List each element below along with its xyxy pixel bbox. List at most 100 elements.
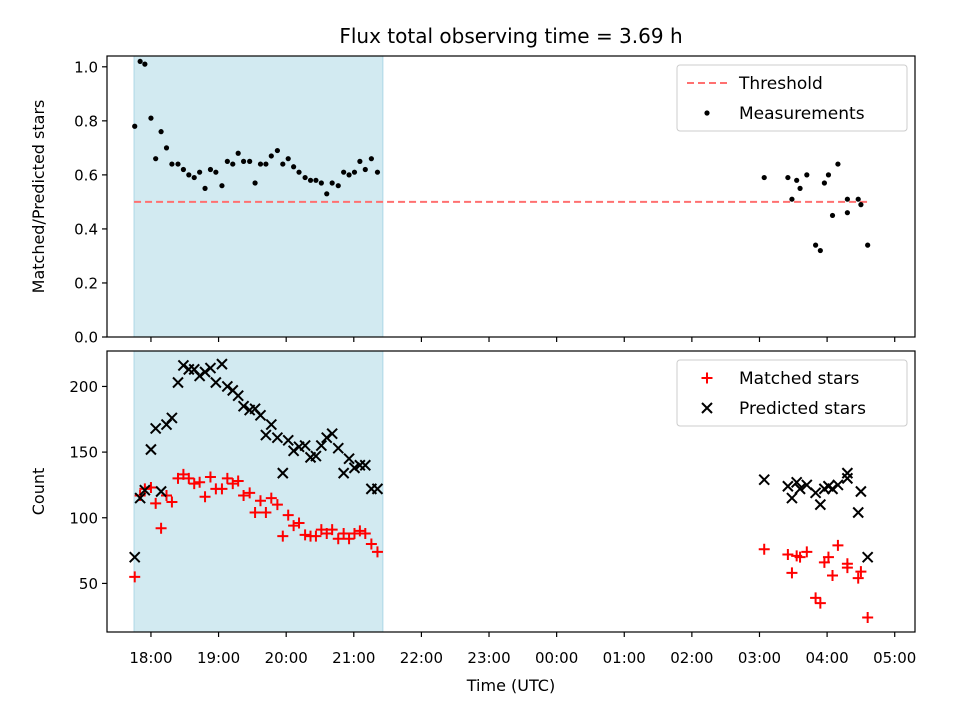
data-point [247,158,253,164]
data-point [296,169,302,175]
data-point [814,597,826,609]
data-point [265,492,277,504]
data-point [326,428,338,440]
data-point [202,185,208,191]
data-point [794,177,800,183]
data-point [155,522,167,534]
x-axis-label: Time (UTC) [466,676,555,695]
data-point [288,520,300,532]
data-point [224,158,230,164]
data-point [789,196,795,202]
data-point [177,359,190,372]
data-point [169,161,175,167]
data-point [785,174,791,181]
x-tick-label: 22:00 [400,649,443,667]
y-tick-label: 150 [69,444,98,462]
data-point [346,172,352,178]
data-point [293,517,305,529]
data-point [230,161,236,167]
data-point [287,445,300,457]
data-point [804,172,810,178]
data-point [149,422,162,435]
data-point [134,492,146,504]
data-point [207,166,214,173]
data-point [240,158,247,164]
count-panel: 50 100 150 200 Count Matched stars Predicted s… [29,350,916,637]
plot-frame [106,55,916,338]
data-point [254,495,266,507]
data-point [371,546,383,558]
data-point [362,166,368,173]
data-point [841,558,853,570]
data-point [321,431,333,444]
data-point [271,431,284,444]
chart-title: Flux total observing time = 3.69 h [339,24,682,48]
data-point [790,476,803,489]
y-tick-label: 100 [69,509,98,527]
data-point [794,483,806,495]
x-tick-label: 01:00 [603,649,646,667]
data-point [827,570,839,582]
data-point [368,156,374,162]
x-tick-label: 20:00 [265,649,308,667]
legend-label: Threshold [738,74,823,94]
x-tick-label: 18:00 [129,649,172,667]
data-point [858,202,864,208]
data-point [326,524,338,536]
x-tick-label: 02:00 [670,649,713,667]
x-tick-label: 23:00 [467,649,510,667]
data-point [271,499,283,511]
data-point [844,196,850,202]
data-point [832,539,844,551]
legend-marker [704,110,710,116]
data-point [844,210,850,216]
data-point [829,212,836,219]
data-point [150,497,162,509]
x-tick-label: 19:00 [197,649,240,667]
data-point [810,592,822,604]
data-point [213,169,219,175]
data-point [835,161,841,167]
data-point [351,169,358,175]
data-point [782,549,794,561]
data-point [825,172,832,178]
data-point [343,533,355,545]
data-point [329,180,335,186]
data-point [337,467,350,479]
data-point [197,169,203,175]
y-axis-label: Count [29,468,48,516]
data-point [299,439,311,452]
y-axis-label: Matched/Predicted stars [29,100,48,294]
data-point [172,376,184,389]
data-point [359,459,371,471]
y-tick-label: 1.0 [74,58,98,76]
data-point [166,496,178,508]
data-point [235,150,241,156]
data-point [232,475,244,487]
data-point [260,429,272,441]
y-tick-label: 50 [79,575,98,593]
data-point [137,58,143,65]
data-point [826,483,839,495]
data-point [761,174,767,181]
data-point [186,172,192,178]
data-point [786,567,798,579]
data-point [852,572,864,584]
y-tick-label: 0.4 [74,220,98,238]
data-point [153,156,159,162]
data-point [158,129,164,135]
data-point [254,409,267,422]
data-point [315,439,328,452]
data-point [219,183,225,189]
y-tick-label: 200 [69,378,98,396]
data-point [855,196,861,202]
data-point [257,161,264,167]
observing-span [133,55,384,338]
data-point [821,180,827,186]
y-tick-label: 0.6 [74,166,98,184]
data-point [862,612,874,624]
data-point [232,389,244,402]
data-point [307,177,314,183]
data-point [129,551,141,563]
data-point [786,492,798,504]
